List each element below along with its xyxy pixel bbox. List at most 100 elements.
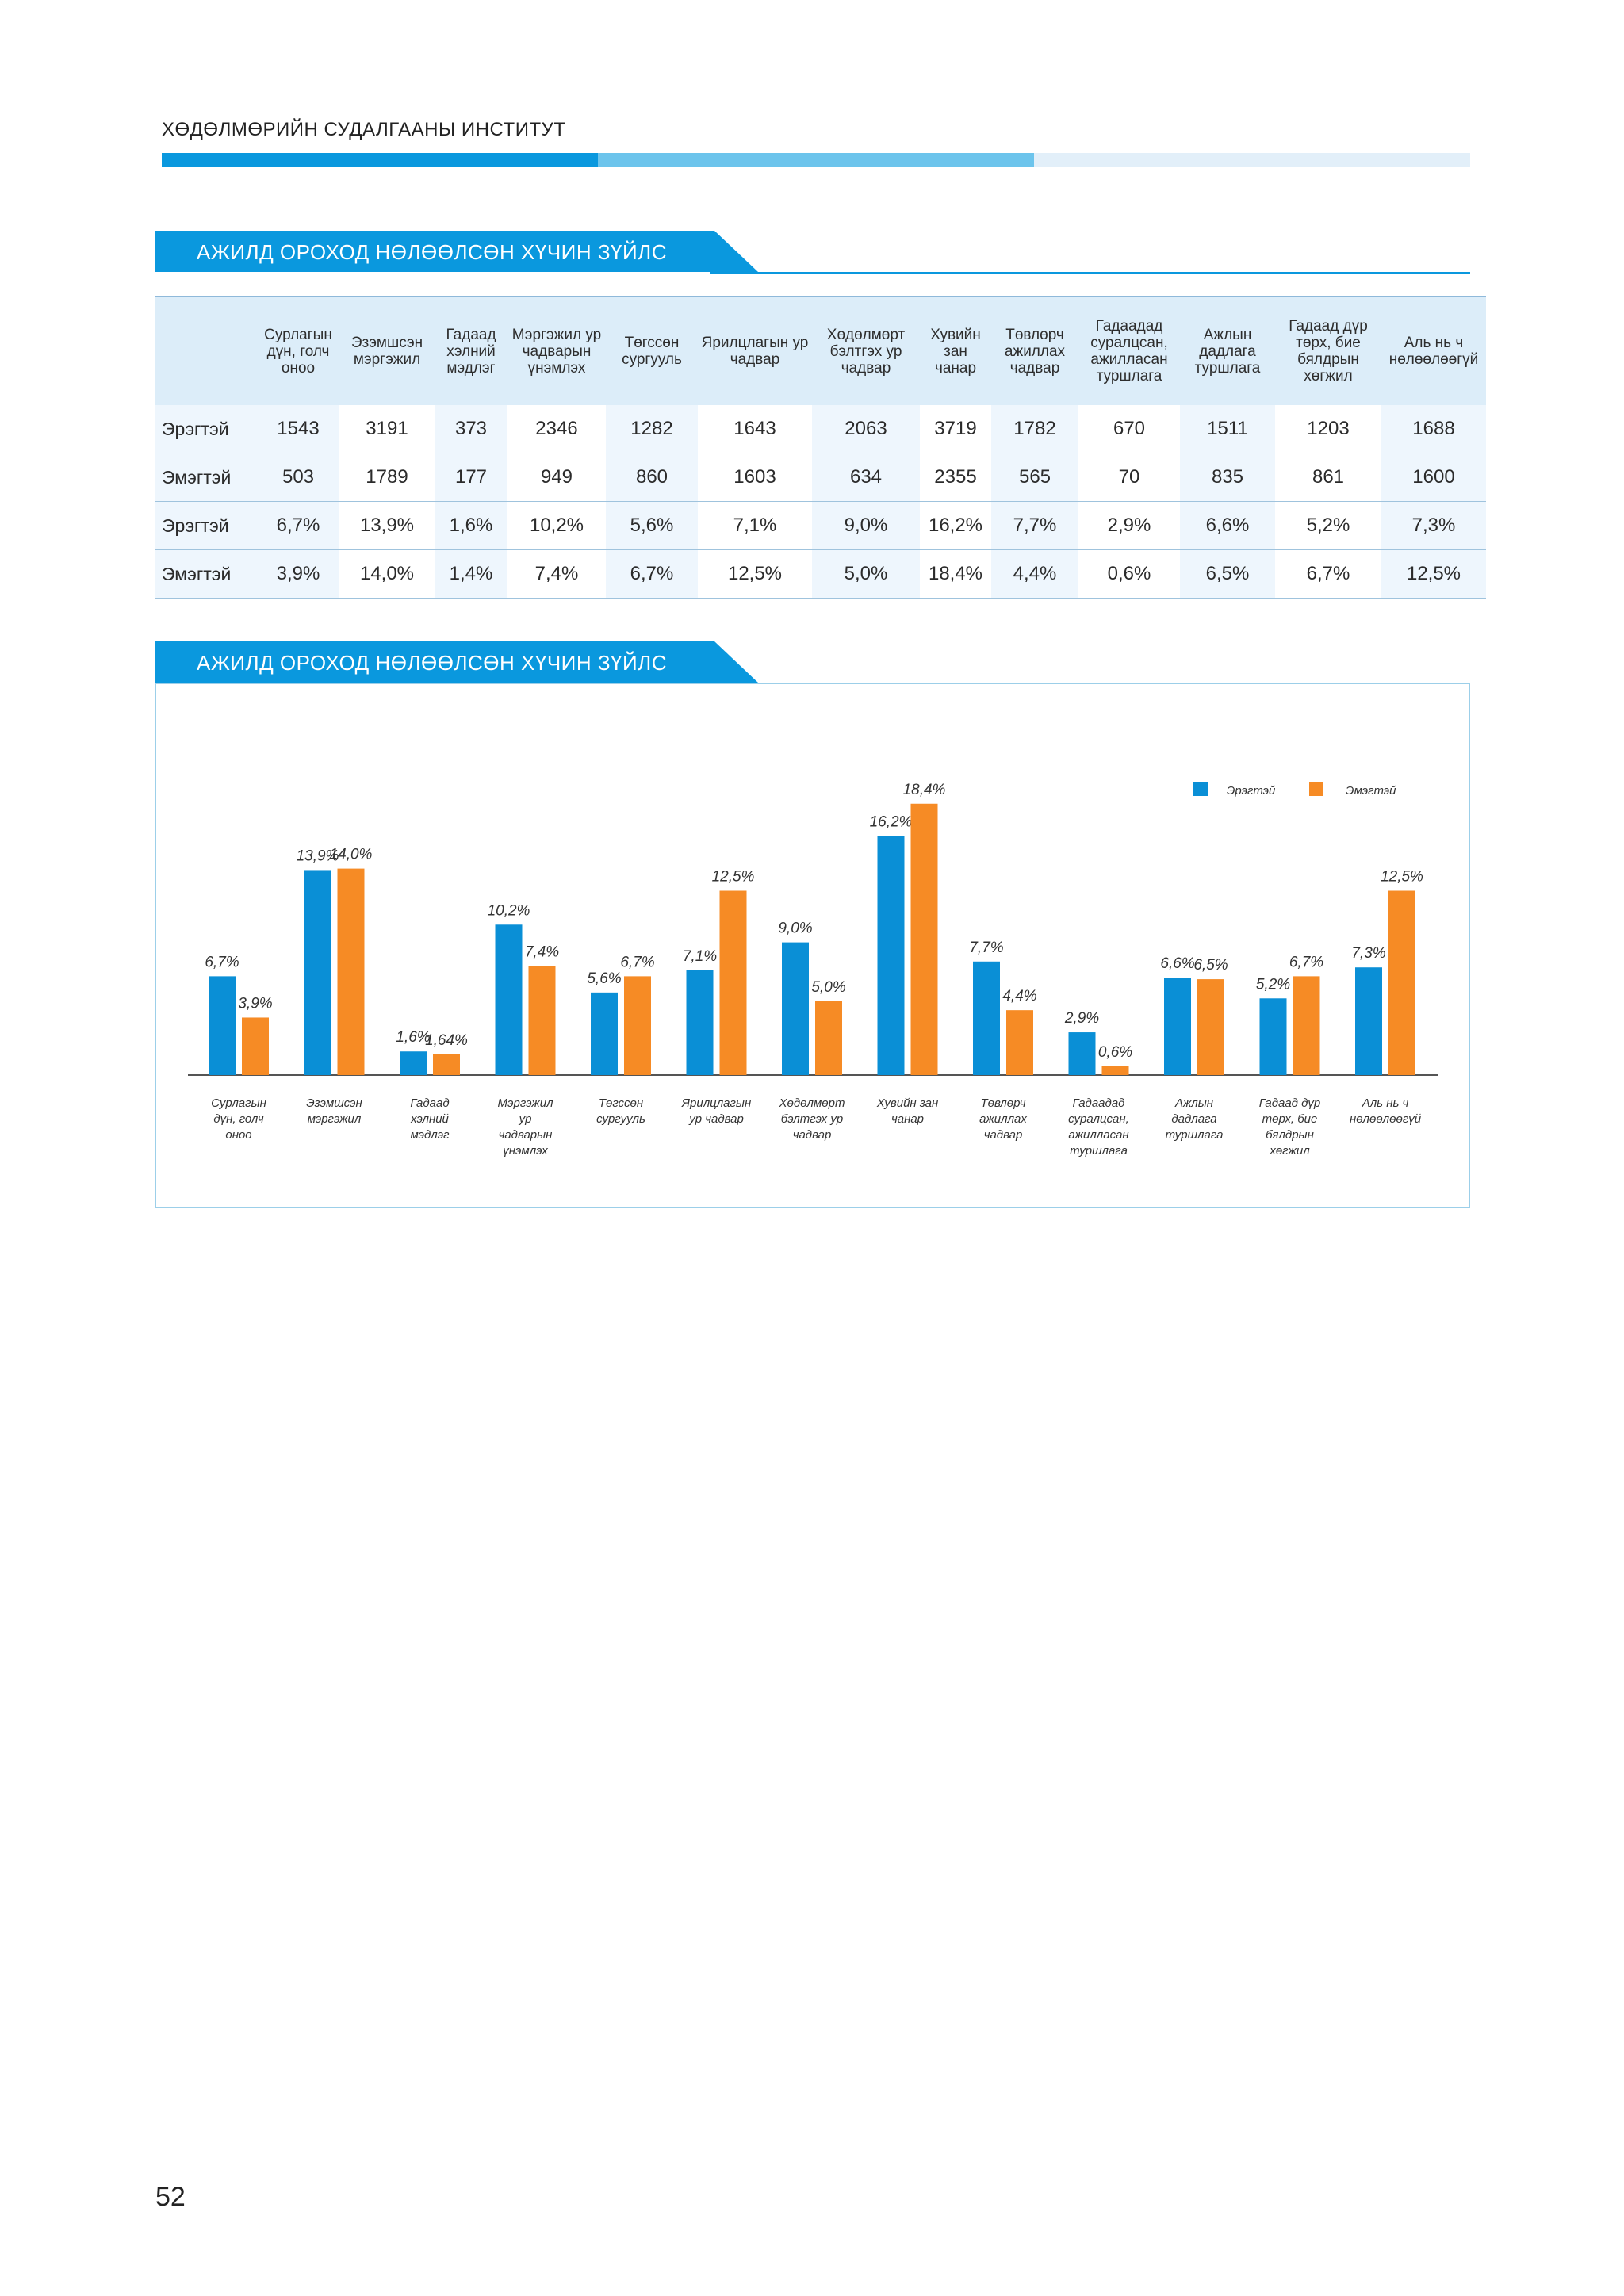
data-label: 7,1% [683, 948, 717, 965]
table-cell: 5,6% [606, 501, 698, 550]
table-column-header: Аль нь ч нөлөөлөөгүй [1381, 296, 1486, 405]
category-label: оноо [225, 1128, 251, 1142]
category-label: хөгжил [1269, 1144, 1310, 1158]
bar-chart-panel: 6,7% 3,9% Сурлагын дүн, голч оноо 13,9% 14,0% Э… [155, 683, 1470, 1208]
data-label: 1,6% [396, 1029, 430, 1046]
bar-female [624, 976, 651, 1075]
table-column-header: Төвлөрч ажиллах чадвар [991, 296, 1078, 405]
bar-male [495, 924, 523, 1075]
table-cell: 12,5% [1381, 549, 1486, 599]
category-label: туршлага [1070, 1144, 1128, 1158]
page-number: 52 [155, 2182, 186, 2212]
table-cell: 1643 [698, 405, 812, 453]
table-cell: 14,0% [339, 549, 435, 599]
table-cell: 2346 [508, 405, 606, 453]
data-label: 14,0% [330, 847, 373, 863]
category-label: Эзэмшсэн [306, 1096, 362, 1110]
bar-male [973, 961, 1000, 1075]
category-label: мэргэжил [308, 1112, 362, 1126]
data-label: 12,5% [1381, 869, 1423, 886]
bar-female [719, 890, 747, 1075]
bar-female [1293, 976, 1320, 1075]
table-column-header: Мэргэжил ур чадварын үнэмлэх [508, 296, 606, 405]
table-cell: 12,5% [698, 549, 812, 599]
table-row: Эмэгтэй 3,9% 14,0% 1,4% 7,4% 6,7% 12,5% 5,0% 18,… [155, 549, 1486, 599]
category-label: сургууль [596, 1112, 645, 1126]
section-title-tab: АЖИЛД ОРОХОД НӨЛӨӨЛСӨН ХҮЧИН ЗҮЙЛС [155, 641, 758, 683]
table-cell: 177 [435, 453, 508, 502]
data-label: 5,2% [1256, 976, 1290, 993]
table-cell: 70 [1078, 453, 1180, 502]
category-label: ур чадвар [688, 1112, 744, 1126]
bar-female [1388, 890, 1415, 1075]
bar-female [528, 966, 556, 1075]
header-color-bar [162, 153, 1470, 167]
table-cell: 0,6% [1078, 549, 1180, 599]
table-cell: 3719 [920, 405, 991, 453]
category-label: суралцсан, [1068, 1112, 1129, 1126]
table-cell: 6,6% [1180, 501, 1275, 550]
table-column-header: Гадаад дүр төрх, бие бялдрын хөгжил [1275, 296, 1381, 405]
table-cell: 1603 [698, 453, 812, 502]
bar-female [910, 803, 938, 1075]
table-row: Эрэгтэй 1543 3191 373 2346 1282 1643 2063 3719 17… [155, 405, 1486, 453]
bar-male [1259, 998, 1287, 1075]
table-header-row: Сурлагын дүн, голч оноо Эзэмшсэн мэргэжи… [155, 296, 1486, 405]
table-cell: 1688 [1381, 405, 1486, 453]
category-label: Хөдөлмөрт [779, 1096, 845, 1110]
table-row-label: Эрэгтэй [155, 501, 257, 550]
data-label: 13,9% [297, 848, 339, 864]
bar-male [1068, 1032, 1096, 1075]
table-cell: 7,7% [991, 501, 1078, 550]
table-cell: 1,6% [435, 501, 508, 550]
table-cell: 373 [435, 405, 508, 453]
bar-male [782, 942, 809, 1075]
category-label: үнэмлэх [503, 1144, 548, 1158]
table-column-header: Ярилцлагын ур чадвар [698, 296, 812, 405]
table-cell: 565 [991, 453, 1078, 502]
category-label: Гадаад [410, 1096, 449, 1110]
table-cell: 1203 [1275, 405, 1381, 453]
table-row-label: Эмэгтэй [155, 453, 257, 502]
table-corner-cell [155, 296, 257, 405]
table-cell: 503 [257, 453, 339, 502]
category-label: бэлтгэх ур [781, 1112, 843, 1126]
bar-male [686, 970, 714, 1075]
table-column-header: Гадаадад суралцсан, ажилласан туршлага [1078, 296, 1180, 405]
table-cell: 1543 [257, 405, 339, 453]
table-cell: 5,0% [812, 549, 920, 599]
table-cell: 9,0% [812, 501, 920, 550]
table-cell: 6,5% [1180, 549, 1275, 599]
category-label: чанар [891, 1112, 924, 1126]
category-label: дадлага [1171, 1112, 1216, 1126]
table-row-label: Эмэгтэй [155, 549, 257, 599]
section-title-rule [710, 272, 1470, 274]
table-cell: 16,2% [920, 501, 991, 550]
category-label: Ажлын [1174, 1096, 1213, 1110]
bar-female [337, 868, 365, 1075]
section-title-text: АЖИЛД ОРОХОД НӨЛӨӨЛСӨН ХҮЧИН ЗҮЙЛС [197, 651, 668, 675]
table-column-header: Сурлагын дүн, голч оноо [257, 296, 339, 405]
bar-male [209, 976, 236, 1075]
table-cell: 949 [508, 453, 606, 502]
data-label: 10,2% [488, 902, 530, 919]
category-label: Аль нь ч [1362, 1096, 1409, 1110]
data-label: 6,6% [1160, 955, 1194, 972]
table-cell: 6,7% [1275, 549, 1381, 599]
category-label: ажиллах [979, 1112, 1027, 1126]
table-cell: 18,4% [920, 549, 991, 599]
category-label: Ярилцлагын [681, 1096, 751, 1110]
table-cell: 3191 [339, 405, 435, 453]
table-cell: 1511 [1180, 405, 1275, 453]
category-label: дүн, голч [213, 1112, 264, 1126]
header-bar-segment [162, 153, 598, 167]
legend-swatch-female [1309, 782, 1323, 796]
data-label: 9,0% [778, 920, 812, 937]
table-cell: 670 [1078, 405, 1180, 453]
table-cell: 2355 [920, 453, 991, 502]
data-label: 18,4% [903, 782, 946, 798]
data-label: 5,0% [811, 979, 845, 996]
category-label: ур [519, 1112, 532, 1126]
table-column-header: Ажлын дадлага туршлага [1180, 296, 1275, 405]
data-label: 5,6% [587, 970, 621, 987]
